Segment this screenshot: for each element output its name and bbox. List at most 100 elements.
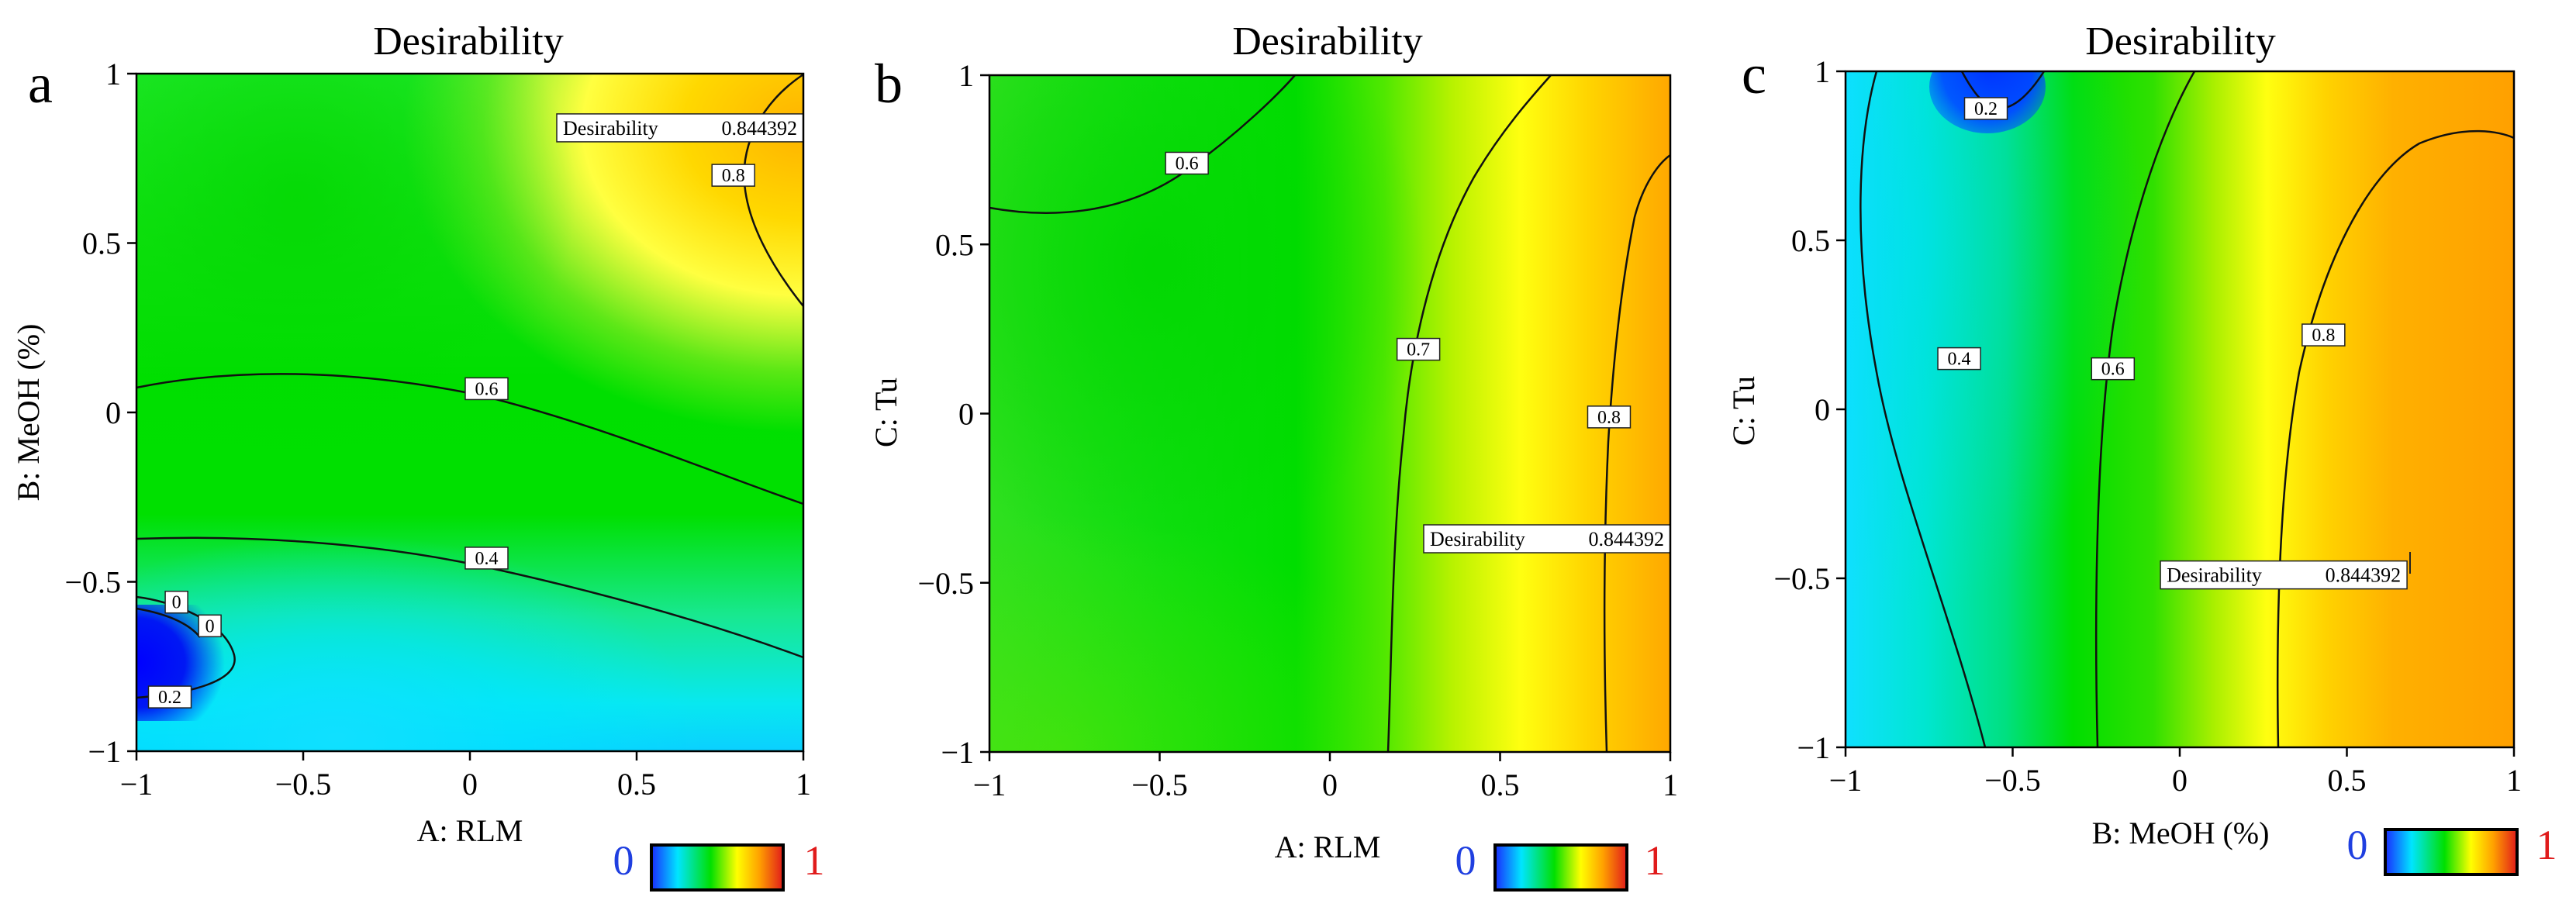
y-tick-label: 0 <box>958 397 974 432</box>
contour-label: 0.8 <box>722 166 745 186</box>
x-tick-label: 0 <box>1322 767 1338 802</box>
optimum-callout-value: 0.844392 <box>722 117 798 140</box>
x-tick-label: 0.5 <box>2328 763 2367 798</box>
contour-label: 0 <box>205 616 215 636</box>
colorbar-c-min-label: 0 <box>2347 822 2368 868</box>
y-tick-label: 1 <box>105 57 121 91</box>
colorbar-a: 0 1 <box>613 837 825 892</box>
panel-b-x-axis-label: A: RLM <box>1275 829 1381 864</box>
contour-label: 0.6 <box>2101 360 2125 380</box>
panel-b-ticks: −1 −0.5 0 0.5 1 −1 −0.5 0 0.5 1 <box>917 58 1678 802</box>
y-tick-label: 0 <box>1815 392 1830 427</box>
panel-letter-b: b <box>875 53 903 115</box>
contour-label: 0.6 <box>1176 153 1199 174</box>
panel-a: a Desirability 0 0 0.2 0.4 0.6 0.8 Desirabilit… <box>11 19 811 848</box>
contour-label: 0.7 <box>1407 340 1430 360</box>
colorbar-c-max-label: 1 <box>2536 822 2557 868</box>
x-tick-label: 0 <box>462 767 478 802</box>
y-tick-label: 0 <box>105 395 121 430</box>
contour-label: 0.4 <box>475 549 499 569</box>
optimum-callout-box <box>1423 524 1671 554</box>
colorbar-b-gradient <box>1493 843 1628 892</box>
panel-a-ticks: −1 −0.5 0 0.5 1 −1 −0.5 0 0.5 1 <box>64 57 811 802</box>
panel-a-title: Desirability <box>373 19 564 64</box>
panel-c-contour-labels: 0.2 0.4 0.6 0.8 Desirability 0.844392 <box>1937 97 2408 590</box>
contour-label-box <box>1587 405 1632 429</box>
contour-label: 0.4 <box>1948 350 1971 370</box>
y-tick-label: −0.5 <box>64 565 121 600</box>
contour-label-box <box>711 164 755 187</box>
y-tick-label: 0.5 <box>935 227 974 262</box>
panel-a-heatmap <box>136 74 803 751</box>
x-tick-label: 0.5 <box>1481 767 1520 802</box>
panel-c-heatmap <box>1846 71 2514 747</box>
panel-c-contours <box>1859 71 2515 748</box>
y-tick-label: 0.5 <box>82 226 121 261</box>
x-tick-label: −0.5 <box>1984 763 2041 798</box>
colorbar-a-min-label: 0 <box>613 837 634 884</box>
contour-label-box <box>164 590 188 614</box>
optimum-callout-label: Desirability <box>2167 564 2262 587</box>
optimum-callout-box <box>556 113 804 143</box>
x-tick-label: −1 <box>1829 763 1863 798</box>
colorbar-c-gradient <box>2384 828 2519 876</box>
contour-label-box <box>1937 347 1981 371</box>
contour-label-box <box>464 547 509 570</box>
panel-a-contour-labels: 0 0 0.2 0.4 0.6 0.8 Desirability 0.844392 <box>147 113 804 709</box>
contour-line-0-6 <box>2094 71 2196 748</box>
panel-b-title: Desirability <box>1232 19 1423 64</box>
panel-a-y-axis-label: B: MeOH (%) <box>11 324 46 502</box>
panel-b-y-axis-label: C: Tu <box>868 378 903 447</box>
panel-b: b Desirability 0.6 0.7 0.8 Desirability 0.84… <box>868 19 1678 864</box>
contour-line-0 <box>136 607 201 638</box>
contour-label-box <box>1165 151 1209 175</box>
colorbar-a-gradient <box>650 843 785 892</box>
y-tick-label: 0.5 <box>1791 223 1830 258</box>
panel-letter-a: a <box>28 53 53 115</box>
panel-c-title: Desirability <box>2085 19 2276 64</box>
contour-label-box <box>147 685 192 709</box>
colorbar-b: 0 1 <box>1455 837 1666 892</box>
optimum-callout-value: 0.844392 <box>1589 528 1665 550</box>
contour-label-box <box>1396 337 1441 361</box>
panel-b-contour-labels: 0.6 0.7 0.8 Desirability 0.844392 <box>1165 151 1671 554</box>
optimum-callout-box <box>2160 560 2408 590</box>
optimum-callout-value: 0.844392 <box>2326 564 2402 587</box>
contour-line-0-4 <box>1859 71 1987 748</box>
colorbar-b-min-label: 0 <box>1455 837 1476 884</box>
y-tick-label: 1 <box>958 58 974 93</box>
contour-label-box <box>198 614 222 638</box>
colorbar-c: 0 1 <box>2347 822 2557 876</box>
x-tick-label: −0.5 <box>1131 767 1188 802</box>
colorbar-b-max-label: 1 <box>1645 837 1666 884</box>
contour-label-box <box>464 377 509 401</box>
contour-label-box <box>2091 357 2136 381</box>
panel-c-ticks: −1 −0.5 0 0.5 1 −1 −0.5 0 0.5 1 <box>1773 54 2522 798</box>
contour-label-box <box>2301 323 2346 347</box>
x-tick-label: −0.5 <box>275 767 332 802</box>
contour-label: 0.2 <box>158 688 181 708</box>
contour-line-0-8 <box>1603 153 1671 753</box>
y-tick-label: −1 <box>941 735 974 770</box>
contour-label: 0.6 <box>475 379 499 399</box>
contour-label-box <box>1963 97 2008 120</box>
panel-letter-c: c <box>1742 43 1766 105</box>
x-tick-label: 0 <box>2172 763 2188 798</box>
x-tick-label: 1 <box>1663 767 1678 802</box>
x-tick-label: −1 <box>120 767 154 802</box>
y-tick-label: −0.5 <box>917 566 974 601</box>
y-tick-label: −0.5 <box>1773 561 1830 596</box>
colorbar-a-max-label: 1 <box>804 837 825 884</box>
y-tick-label: −1 <box>1797 730 1830 765</box>
contour-label: 0.8 <box>1597 408 1621 428</box>
x-tick-label: 1 <box>2506 763 2522 798</box>
panel-a-x-axis-label: A: RLM <box>417 813 523 848</box>
panel-b-heatmap <box>989 75 1670 752</box>
x-tick-label: −1 <box>973 767 1007 802</box>
x-tick-label: 1 <box>796 767 811 802</box>
y-tick-label: −1 <box>88 734 121 769</box>
x-tick-label: 0.5 <box>617 767 656 802</box>
panel-c-y-axis-label: C: Tu <box>1726 376 1761 446</box>
y-tick-label: 1 <box>1815 54 1830 89</box>
